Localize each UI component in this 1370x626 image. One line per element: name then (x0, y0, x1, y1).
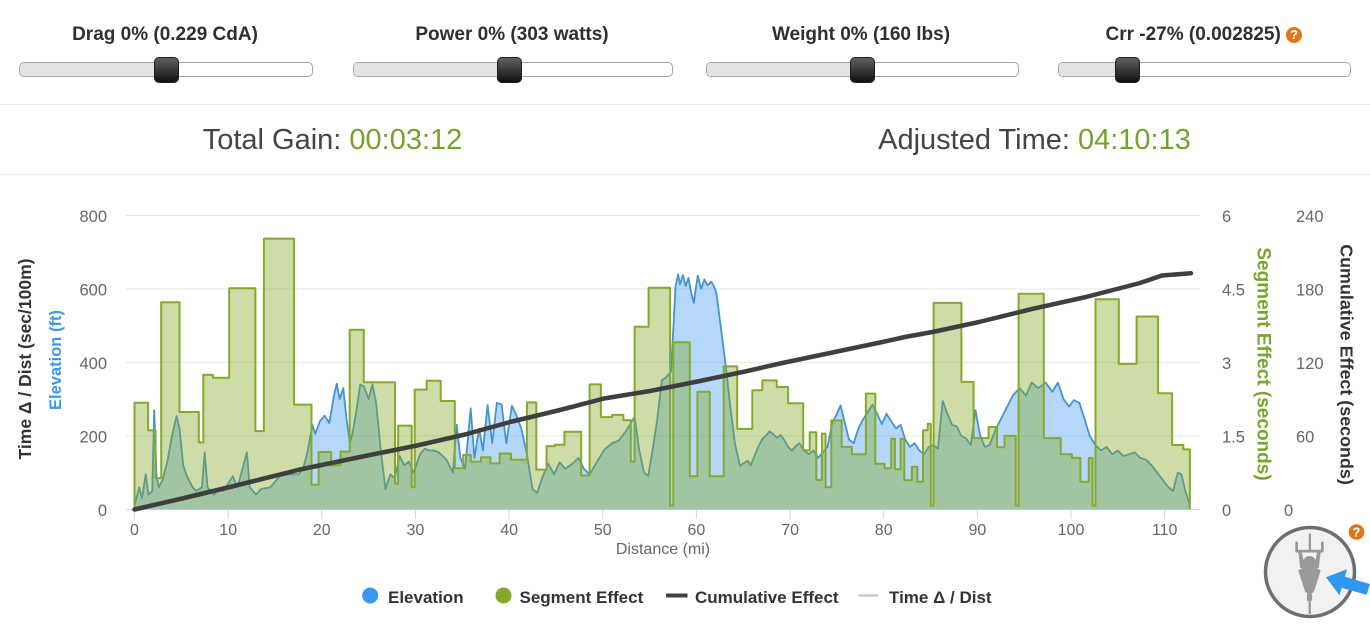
svg-text:70: 70 (781, 522, 799, 539)
svg-text:Segment Effect: Segment Effect (520, 588, 644, 607)
svg-text:3: 3 (1222, 355, 1231, 373)
svg-text:110: 110 (1152, 522, 1178, 539)
svg-text:Segment Effect (seconds): Segment Effect (seconds) (1253, 247, 1274, 480)
svg-text:400: 400 (79, 355, 107, 373)
svg-text:Elevation (ft): Elevation (ft) (47, 310, 65, 410)
svg-text:50: 50 (594, 522, 612, 539)
svg-text:0: 0 (98, 502, 107, 520)
svg-text:Cumulative Effect (seconds): Cumulative Effect (seconds) (1337, 244, 1357, 485)
svg-text:100: 100 (1058, 522, 1085, 539)
svg-text:Elevation: Elevation (388, 588, 464, 607)
svg-text:0: 0 (1222, 502, 1231, 520)
svg-text:0: 0 (130, 522, 139, 539)
svg-text:60: 60 (688, 522, 706, 539)
svg-text:1.5: 1.5 (1222, 428, 1245, 446)
svg-text:60: 60 (1296, 428, 1314, 446)
svg-text:4.5: 4.5 (1222, 282, 1245, 300)
svg-text:600: 600 (79, 282, 107, 300)
svg-text:20: 20 (313, 522, 331, 539)
svg-text:Time Δ / Dist (sec/100m): Time Δ / Dist (sec/100m) (15, 259, 35, 460)
svg-text:30: 30 (407, 522, 425, 539)
svg-text:800: 800 (79, 208, 107, 226)
svg-text:6: 6 (1222, 208, 1231, 226)
svg-text:Time Δ / Dist: Time Δ / Dist (889, 588, 992, 607)
svg-text:10: 10 (219, 522, 237, 539)
svg-text:200: 200 (79, 428, 107, 446)
svg-text:Distance (mi): Distance (mi) (616, 541, 710, 558)
svg-text:240: 240 (1296, 208, 1324, 226)
svg-text:?: ? (1353, 526, 1361, 540)
svg-text:40: 40 (500, 522, 518, 539)
svg-text:80: 80 (875, 522, 893, 539)
svg-text:180: 180 (1296, 282, 1324, 300)
svg-text:Cumulative Effect: Cumulative Effect (695, 588, 839, 607)
svg-text:0: 0 (1284, 502, 1293, 520)
svg-text:120: 120 (1296, 355, 1324, 373)
svg-text:90: 90 (969, 522, 987, 539)
